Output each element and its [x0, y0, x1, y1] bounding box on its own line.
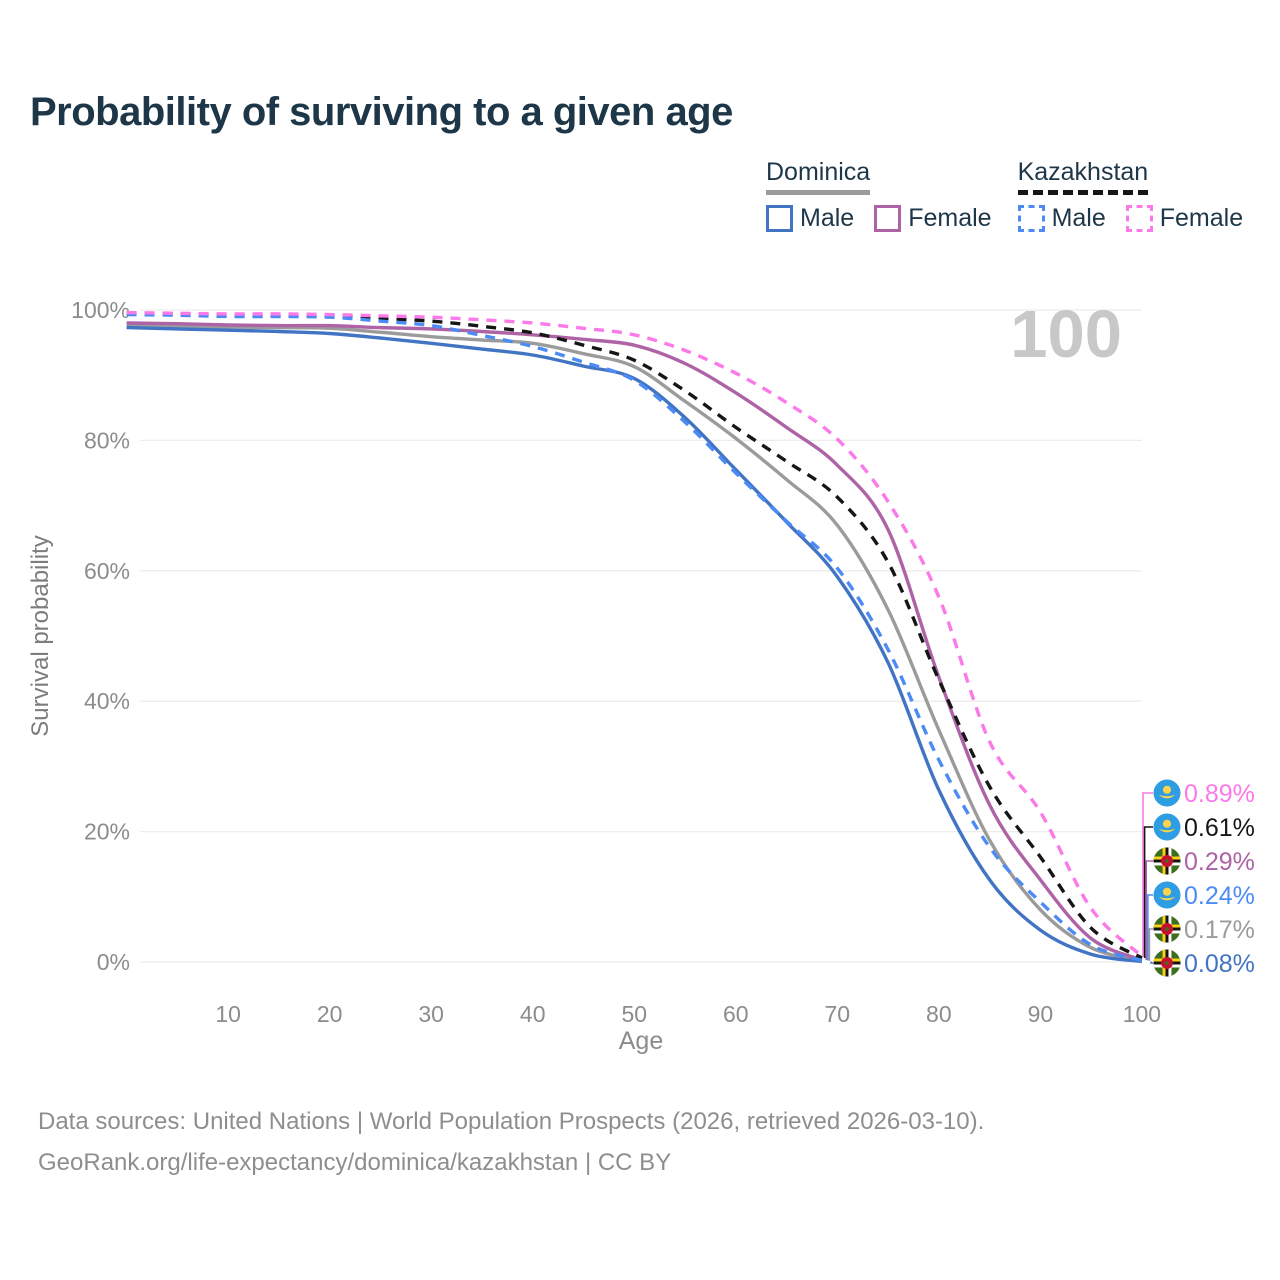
legend-item-label: Male	[1051, 204, 1106, 232]
y-tick-label: 60%	[84, 558, 130, 584]
end-label-value: 0.08%	[1184, 950, 1255, 978]
end-label-connector	[1147, 894, 1153, 961]
x-tick-label: 100	[1123, 1001, 1161, 1027]
legend-country-label: Dominica	[766, 158, 871, 195]
legend-swatch-icon	[1125, 205, 1153, 232]
legend-item-label: Female	[1159, 204, 1244, 232]
legend-item-dominica-female[interactable]: Female	[874, 204, 992, 233]
end-label-value: 0.89%	[1184, 780, 1255, 808]
end-label-value: 0.24%	[1184, 882, 1255, 910]
end-label-value: 0.29%	[1184, 848, 1255, 876]
dominica-flag-icon	[1153, 847, 1181, 875]
end-label-kazakhstan-male: 0.24%	[1147, 881, 1255, 961]
end-label-kazakhstan-both-sexes: 0.61%	[1143, 813, 1255, 958]
legend-item-label: Female	[908, 204, 992, 232]
end-label-connector	[1150, 961, 1153, 964]
x-tick-label: 50	[621, 1001, 647, 1027]
legend-swatch-icon	[1017, 205, 1045, 232]
x-axis-title: Age	[619, 1027, 663, 1055]
y-axis-title: Survival probability	[27, 535, 54, 736]
age-watermark: 100	[1010, 297, 1122, 372]
page-title: Probability of surviving to a given age	[30, 90, 733, 134]
kazakhstan-flag-icon	[1153, 813, 1181, 841]
y-tick-label: 20%	[84, 819, 130, 845]
y-tick-label: 80%	[84, 427, 130, 453]
legend-item-kazakhstan-male[interactable]: Male	[1017, 204, 1106, 233]
dominica-flag-icon	[1153, 915, 1181, 943]
end-label-dominica-male: 0.08%	[1150, 949, 1255, 978]
y-tick-label: 40%	[84, 688, 130, 714]
end-label-value: 0.17%	[1184, 916, 1255, 944]
legend-item-kazakhstan-female[interactable]: Female	[1125, 204, 1244, 233]
x-tick-label: 70	[825, 1001, 851, 1027]
end-label-connector	[1142, 792, 1153, 957]
kazakhstan-flag-icon	[1153, 881, 1181, 909]
x-tick-label: 40	[520, 1001, 546, 1027]
end-label-kazakhstan-female: 0.89%	[1142, 779, 1255, 957]
end-label-connector	[1145, 860, 1153, 961]
data-sources-line: Data sources: United Nations | World Pop…	[38, 1108, 985, 1135]
series-line-kazakhstan-male	[126, 312, 1143, 963]
x-tick-label: 80	[926, 1001, 952, 1027]
kazakhstan-flag-icon	[1153, 779, 1181, 807]
y-tick-label: 0%	[97, 949, 130, 975]
end-label-value: 0.61%	[1184, 814, 1255, 842]
series-line-dominica-both-sexes	[126, 323, 1143, 963]
legend-country-label: Kazakhstan	[1017, 158, 1149, 195]
legend-item-dominica-male[interactable]: Male	[766, 204, 854, 233]
end-label-dominica-both-sexes: 0.17%	[1148, 915, 1255, 961]
end-label-connector	[1148, 928, 1153, 961]
x-tick-label: 90	[1028, 1001, 1054, 1027]
legend-swatch-icon	[766, 205, 793, 232]
series-line-dominica-male	[126, 325, 1143, 964]
end-label-connector	[1143, 826, 1153, 958]
x-tick-label: 10	[215, 1001, 241, 1027]
legend-group-kazakhstan: Kazakhstan Male Female	[1017, 158, 1244, 233]
y-tick-label: 100%	[71, 297, 130, 323]
legend-item-label: Male	[800, 204, 855, 232]
legend-group-dominica: Dominica Male Female	[766, 158, 992, 233]
legend-swatch-icon	[874, 205, 902, 232]
attribution-line: GeoRank.org/life-expectancy/dominica/kaz…	[38, 1149, 672, 1176]
series-line-kazakhstan-female	[126, 310, 1144, 958]
legend: Dominica Male Female Kazakhstan Male Female	[766, 158, 1243, 233]
series-line-kazakhstan-both-sexes	[126, 311, 1143, 960]
x-tick-label: 20	[317, 1001, 343, 1027]
dominica-flag-icon	[1153, 949, 1181, 977]
series-line-dominica-female	[126, 321, 1143, 962]
end-label-dominica-female: 0.29%	[1145, 847, 1255, 961]
x-tick-label: 30	[418, 1001, 444, 1027]
x-tick-label: 60	[723, 1001, 749, 1027]
